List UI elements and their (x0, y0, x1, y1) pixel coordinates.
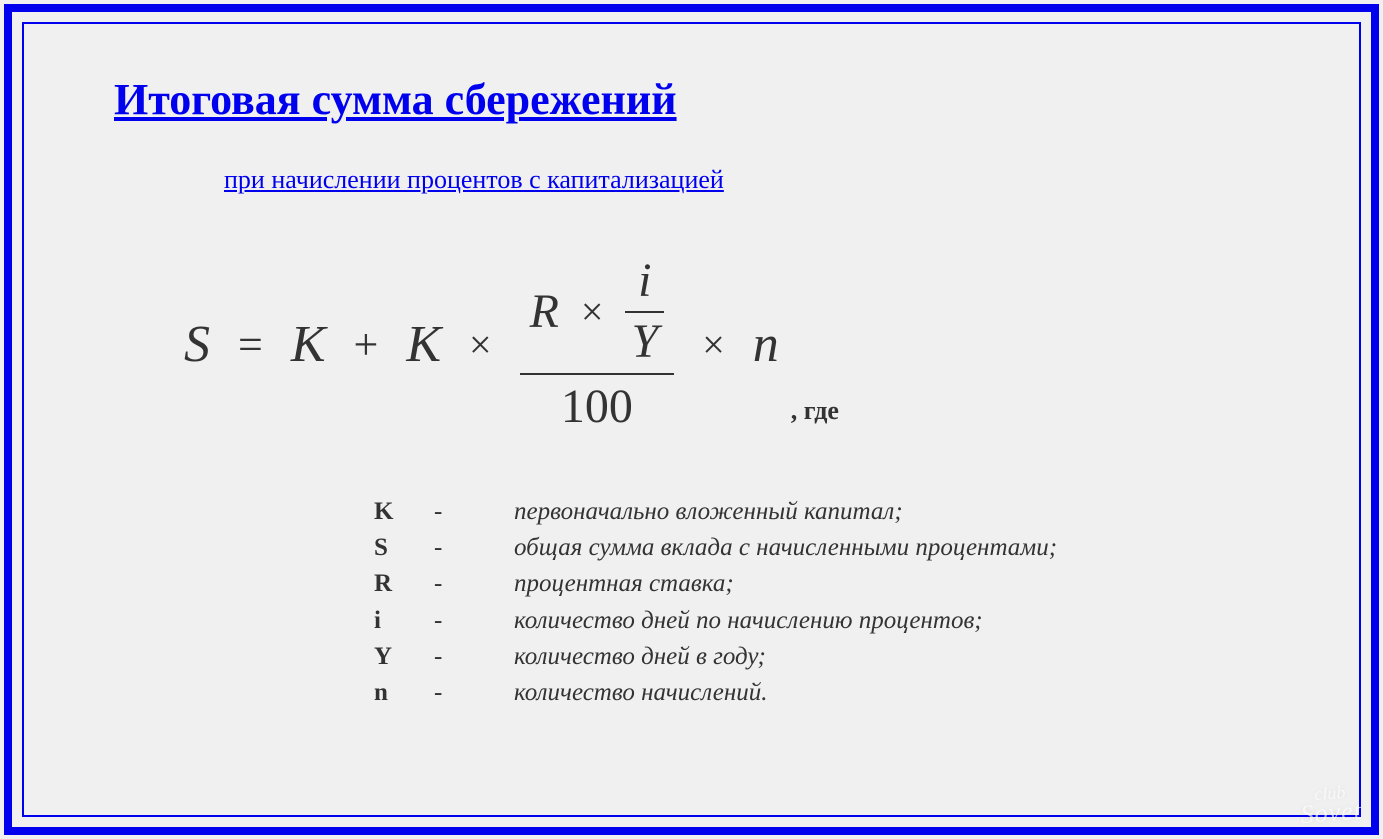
inner-frac-bar (625, 311, 664, 313)
formula-term-n: n (753, 315, 779, 374)
outer-frame: Итоговая сумма сбережений при начислении… (4, 4, 1379, 835)
legend-sym: i (374, 603, 434, 639)
where-label: , где (791, 396, 839, 434)
legend: K - первоначально вложенный капитал; S -… (374, 494, 1269, 712)
outer-frac-den: 100 (551, 379, 643, 434)
legend-sym: Y (374, 639, 434, 675)
times-sign-1: × (469, 321, 492, 368)
legend-row: K - первоначально вложенный капитал; (374, 494, 1269, 530)
legend-sym: R (374, 566, 434, 602)
equals-sign: = (238, 319, 263, 370)
outer-fraction: R × i Y 100 (520, 255, 675, 434)
legend-desc: количество дней по начислению процентов; (514, 603, 983, 639)
formula-row: S = K + K × R × i Y (184, 255, 1269, 434)
legend-sym: n (374, 675, 434, 711)
legend-desc: процентная ставка; (514, 566, 734, 602)
legend-dash: - (434, 494, 514, 530)
formula-term-K2: K (406, 315, 441, 374)
outer-frac-bar (520, 373, 675, 375)
legend-row: R - процентная ставка; (374, 566, 1269, 602)
formula-lhs: S (184, 315, 210, 374)
legend-desc: количество начислений. (514, 675, 768, 711)
legend-dash: - (434, 639, 514, 675)
legend-dash: - (434, 603, 514, 639)
numerator-R: R (530, 284, 559, 339)
legend-desc: первоначально вложенный капитал; (514, 494, 903, 530)
legend-row: Y - количество дней в году; (374, 639, 1269, 675)
legend-desc: количество дней в году; (514, 639, 766, 675)
page-subtitle: при начислении процентов с капитализацие… (224, 165, 1269, 195)
legend-dash: - (434, 566, 514, 602)
legend-sym: S (374, 530, 434, 566)
inner-fraction: i Y (625, 255, 664, 369)
legend-sym: K (374, 494, 434, 530)
legend-row: n - количество начислений. (374, 675, 1269, 711)
inner-frac-den: Y (625, 316, 664, 369)
legend-dash: - (434, 675, 514, 711)
formula: S = K + K × R × i Y (184, 255, 779, 434)
inner-frame: Итоговая сумма сбережений при начислении… (22, 22, 1361, 817)
outer-frac-numerator: R × i Y (520, 255, 675, 369)
times-sign-2: × (702, 321, 725, 368)
legend-row: i - количество дней по начислению процен… (374, 603, 1269, 639)
inner-frac-num: i (632, 255, 657, 308)
legend-dash: - (434, 530, 514, 566)
plus-sign: + (354, 319, 379, 370)
formula-term-K1: K (291, 315, 326, 374)
numerator-times: × (581, 289, 604, 335)
page-title: Итоговая сумма сбережений (114, 74, 1269, 125)
legend-row: S - общая сумма вклада с начисленными пр… (374, 530, 1269, 566)
legend-desc: общая сумма вклада с начисленными процен… (514, 530, 1057, 566)
